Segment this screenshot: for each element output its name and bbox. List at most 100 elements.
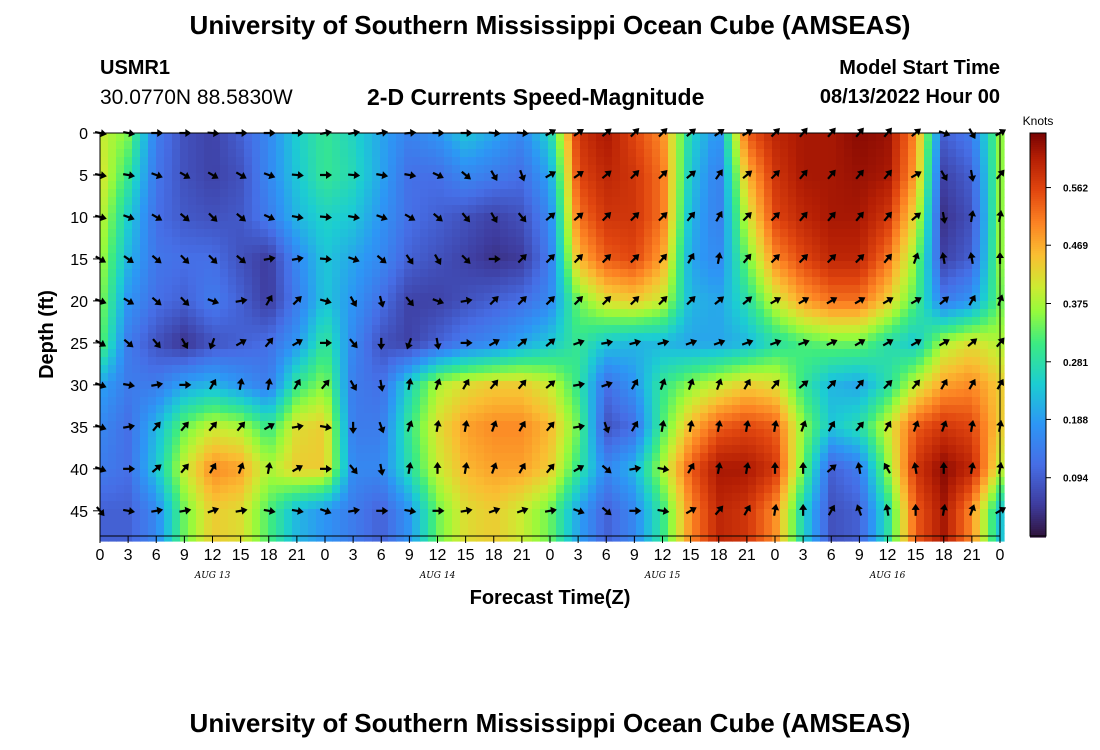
heatmap-cell bbox=[988, 229, 997, 238]
heatmap-cell bbox=[788, 157, 797, 166]
heatmap-cell bbox=[316, 429, 325, 438]
heatmap-cell bbox=[916, 221, 925, 230]
heatmap-cell bbox=[356, 405, 365, 414]
heatmap-cell bbox=[428, 309, 437, 318]
heatmap-cell bbox=[148, 157, 157, 166]
heatmap-cell bbox=[852, 189, 861, 198]
heatmap-cell bbox=[532, 133, 541, 142]
heatmap-cell bbox=[148, 205, 157, 214]
heatmap-cell bbox=[964, 237, 973, 246]
heatmap-cell bbox=[460, 333, 469, 342]
heatmap-cell bbox=[132, 413, 141, 422]
heatmap-cell bbox=[332, 261, 341, 270]
heatmap-cell bbox=[276, 237, 285, 246]
heatmap-cell bbox=[708, 269, 717, 278]
heatmap-cell bbox=[676, 269, 685, 278]
heatmap-cell bbox=[876, 189, 885, 198]
heatmap-cell bbox=[100, 405, 109, 414]
heatmap-cell bbox=[780, 261, 789, 270]
heatmap-cell bbox=[420, 253, 429, 262]
heatmap-cell bbox=[444, 141, 453, 150]
heatmap-cell bbox=[988, 477, 997, 486]
heatmap-cell bbox=[644, 397, 653, 406]
heatmap-cell bbox=[948, 205, 957, 214]
heatmap-cell bbox=[356, 181, 365, 190]
heatmap-cell bbox=[132, 325, 141, 334]
heatmap-cell bbox=[260, 317, 269, 326]
heatmap-cell bbox=[292, 221, 301, 230]
heatmap-cell bbox=[708, 429, 717, 438]
heatmap-cell bbox=[196, 133, 205, 142]
heatmap-cell bbox=[124, 133, 133, 142]
heatmap-cell bbox=[644, 133, 653, 142]
heatmap-cell bbox=[412, 341, 421, 350]
heatmap-cell bbox=[220, 485, 229, 494]
heatmap-cell bbox=[260, 397, 269, 406]
heatmap-cell bbox=[500, 293, 509, 302]
heatmap-cell bbox=[652, 197, 661, 206]
heatmap-cell bbox=[676, 333, 685, 342]
heatmap-cell bbox=[788, 325, 797, 334]
heatmap-cell bbox=[652, 181, 661, 190]
heatmap-cell bbox=[284, 437, 293, 446]
heatmap-cell bbox=[980, 413, 989, 422]
heatmap-cell bbox=[740, 405, 749, 414]
heatmap-cell bbox=[796, 445, 805, 454]
heatmap-cell bbox=[780, 437, 789, 446]
heatmap-cell bbox=[788, 469, 797, 478]
heatmap-cell bbox=[700, 229, 709, 238]
heatmap-cell bbox=[460, 453, 469, 462]
heatmap-cell bbox=[188, 325, 197, 334]
heatmap-cell bbox=[524, 461, 533, 470]
heatmap-cell bbox=[668, 357, 677, 366]
heatmap-cell bbox=[508, 301, 517, 310]
heatmap-cell bbox=[476, 405, 485, 414]
heatmap-cell bbox=[788, 437, 797, 446]
heatmap-cell bbox=[300, 405, 309, 414]
heatmap-cell bbox=[700, 437, 709, 446]
heatmap-cell bbox=[172, 477, 181, 486]
heatmap-cell bbox=[804, 405, 813, 414]
heatmap-cell bbox=[916, 301, 925, 310]
heatmap-cell bbox=[564, 429, 573, 438]
heatmap-cell bbox=[284, 237, 293, 246]
heatmap-cell bbox=[876, 229, 885, 238]
heatmap-cell bbox=[348, 413, 357, 422]
heatmap-cell bbox=[140, 213, 149, 222]
heatmap-cell bbox=[172, 357, 181, 366]
heatmap-cell bbox=[132, 237, 141, 246]
heatmap-cell bbox=[100, 317, 109, 326]
heatmap-cell bbox=[604, 237, 613, 246]
heatmap-cell bbox=[956, 213, 965, 222]
heatmap-cell bbox=[244, 253, 253, 262]
heatmap-cell bbox=[204, 229, 213, 238]
heatmap-cell bbox=[804, 285, 813, 294]
heatmap-cell bbox=[268, 285, 277, 294]
heatmap-cell bbox=[772, 221, 781, 230]
heatmap-cell bbox=[988, 325, 997, 334]
heatmap-cell bbox=[620, 301, 629, 310]
heatmap-cell bbox=[860, 301, 869, 310]
heatmap-cell bbox=[932, 309, 941, 318]
heatmap-cell bbox=[852, 357, 861, 366]
heatmap-cell bbox=[284, 325, 293, 334]
heatmap-cell bbox=[796, 477, 805, 486]
heatmap-cell bbox=[732, 261, 741, 270]
heatmap-cell bbox=[444, 181, 453, 190]
heatmap-cell bbox=[172, 469, 181, 478]
heatmap-cell bbox=[452, 341, 461, 350]
heatmap-cell bbox=[828, 429, 837, 438]
heatmap-cell bbox=[140, 445, 149, 454]
heatmap-cell bbox=[204, 325, 213, 334]
heatmap-cell bbox=[916, 341, 925, 350]
heatmap-cell bbox=[532, 365, 541, 374]
heatmap-cell bbox=[172, 365, 181, 374]
heatmap-cell bbox=[292, 133, 301, 142]
heatmap-cell bbox=[620, 477, 629, 486]
heatmap-cell bbox=[860, 133, 869, 142]
heatmap-cell bbox=[164, 285, 173, 294]
heatmap-cell bbox=[964, 437, 973, 446]
heatmap-cell bbox=[484, 469, 493, 478]
heatmap-cell bbox=[228, 333, 237, 342]
heatmap-cell bbox=[388, 365, 397, 374]
